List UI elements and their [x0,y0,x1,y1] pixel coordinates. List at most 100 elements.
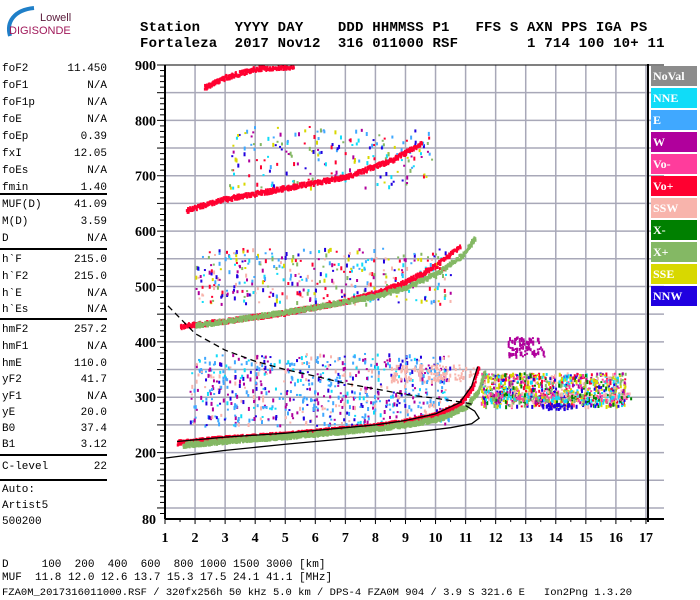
scatter-echo [430,379,433,384]
scatter-echo [577,379,580,383]
scatter-echo [524,402,527,406]
trace-point [305,432,308,436]
scatter-echo [237,163,240,168]
scatter-echo [513,392,516,395]
scatter-echo [289,421,292,424]
trace-point [307,430,310,434]
scatter-echo [403,399,406,403]
scatter-echo [584,400,587,404]
scatter-echo [590,403,593,406]
scatter-echo [600,386,603,390]
scatter-echo [429,368,432,373]
scatter-echo [237,422,240,427]
scatter-echo [398,357,401,362]
scatter-echo [406,182,409,185]
trace-point [451,405,454,409]
scatter-echo [193,405,196,409]
scatter-echo [487,389,490,394]
scatter-echo [283,263,286,268]
scatter-echo [376,353,379,357]
scatter-echo [198,359,201,363]
scatter-echo [229,396,232,401]
scatter-echo [445,273,448,276]
scatter-echo [504,377,507,382]
scatter-echo [379,383,382,386]
scatter-echo [395,370,398,373]
scatter-echo [364,413,367,418]
param-value: 1.40 [80,182,107,194]
scatter-echo [532,395,535,399]
scatter-echo [419,368,422,372]
scatter-echo [361,404,364,408]
scatter-echo [212,387,215,391]
scatter-echo [482,396,485,399]
scatter-echo [285,391,288,396]
trace-point [291,432,294,436]
scatter-echo [512,376,515,380]
scatter-echo [215,416,218,420]
trace-point [194,444,197,448]
scatter-echo [608,402,611,407]
scatter-echo [226,385,229,389]
scatter-echo [499,398,502,402]
scatter-echo [612,376,615,380]
scatter-echo [491,381,494,384]
scatter-echo [516,336,519,340]
scatter-echo [238,379,241,384]
scatter-echo [358,267,361,270]
scatter-echo [305,420,308,424]
scatter-echo [234,381,237,386]
scatter-echo [570,381,573,384]
param-label: B0 [2,423,16,435]
scatter-echo [586,402,589,406]
trace-point [281,434,284,438]
scatter-echo [444,422,447,426]
trace-point [333,432,336,436]
scatter-echo [341,171,344,176]
scatter-echo [303,396,306,400]
scatter-echo [469,370,472,374]
scatter-echo [420,252,423,256]
param-value: N/A [87,97,107,109]
scatter-echo [520,373,523,378]
scatter-echo [613,372,616,375]
scatter-echo [388,403,391,406]
scatter-echo [264,252,267,255]
scatter-echo [212,299,215,302]
scatter-echo [220,385,223,389]
scatter-echo [210,398,213,401]
y-tick-label: 80 [142,513,156,528]
scatter-echo [624,385,627,388]
scatter-echo [285,403,288,407]
scatter-echo [358,159,361,163]
scatter-echo [257,372,260,377]
trace-point [473,384,476,388]
scatter-echo [287,360,290,365]
scatter-echo [542,352,545,357]
scatter-echo [289,277,292,281]
trace-point [473,382,476,386]
scatter-echo [213,270,216,275]
scatter-echo [302,288,305,292]
scatter-echo [445,366,448,370]
scatter-echo [586,380,589,385]
scatter-echo [499,402,502,405]
scatter-echo [324,287,327,291]
scatter-echo [501,386,504,390]
scatter-echo [235,257,238,262]
scatter-echo [528,374,531,378]
scatter-echo [538,389,541,393]
scatter-echo [407,159,410,163]
scatter-echo [348,411,351,416]
scatter-echo [508,383,511,388]
scatter-echo [625,393,628,397]
trace-point [223,441,226,445]
scatter-echo [409,168,412,173]
scatter-echo [420,155,423,158]
scatter-echo [343,294,346,297]
scatter-echo [255,372,258,377]
scatter-echo [618,373,621,376]
scatter-echo [269,367,272,370]
scatter-echo [613,398,616,401]
scatter-echo [238,281,241,285]
